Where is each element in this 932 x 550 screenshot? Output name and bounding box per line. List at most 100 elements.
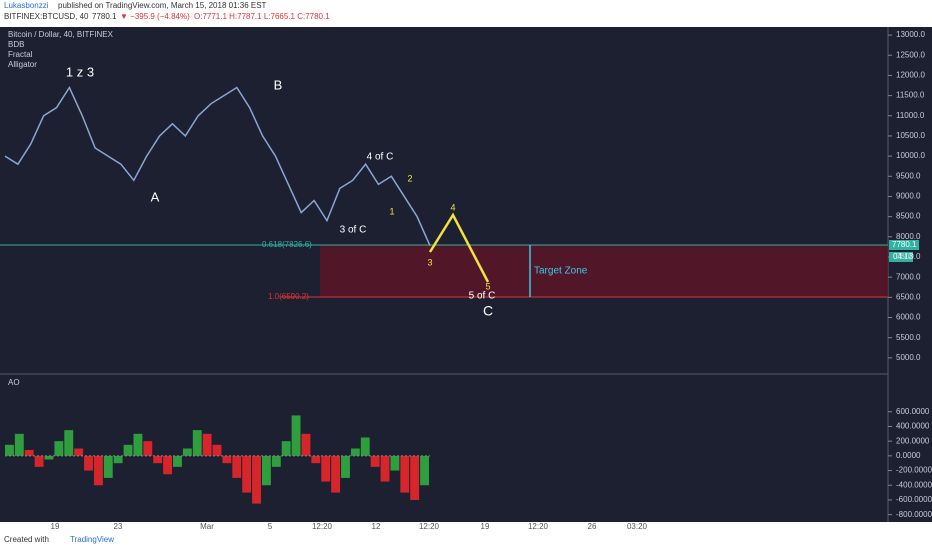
ao-bar (360, 437, 370, 456)
ao-bar (34, 455, 44, 467)
ohlc: O:7771.1 H:7787.1 L:7665.1 C:7780.1 (194, 12, 330, 21)
ao-bar (271, 455, 281, 467)
y-tick-label: -800.0000 (896, 510, 932, 519)
y-tick-label: 8000.0 (896, 232, 921, 241)
ao-bar (113, 455, 123, 464)
price-line (4, 85, 431, 246)
ao-bar (212, 444, 222, 456)
ao-bar (24, 449, 34, 456)
ao-bar (182, 448, 192, 456)
ao-bar (301, 433, 311, 456)
price-tag-label: 7780.1 (892, 240, 917, 249)
fib-upper: 0.618(7826.6) (262, 240, 312, 249)
ao-bar (54, 441, 64, 456)
symbol: BITFINEX:BTCUSD, 40 (4, 12, 89, 21)
ao-bar (311, 455, 321, 464)
ao-bar (321, 455, 331, 482)
ao-bar (143, 441, 153, 456)
ao-bar (14, 433, 24, 456)
y-tick-label: 7500.0 (896, 252, 921, 261)
published: published on TradingView.com, March 15, … (58, 1, 267, 10)
y-tick-label: 12500.0 (896, 50, 925, 59)
y-tick-label: 600.0000 (896, 407, 930, 416)
y-tick-label: 10000.0 (896, 151, 925, 160)
annotation: 1 (389, 206, 394, 216)
y-tick-label: 5000.0 (896, 353, 921, 362)
ao-bar (123, 444, 133, 456)
annotation: A (151, 189, 160, 204)
y-tick-label: 10500.0 (896, 131, 925, 140)
legend-item: Alligator (8, 60, 37, 69)
ao-bar (350, 448, 360, 456)
annotation: B (274, 77, 283, 92)
y-tick-label: 6500.0 (896, 292, 921, 301)
ao-bar (331, 455, 341, 493)
ao-bar (390, 455, 400, 471)
x-tick-label: 03:20 (627, 522, 648, 531)
ao-bar (84, 455, 93, 471)
x-tick-label: 12:20 (528, 522, 549, 531)
y-tick-label: 9000.0 (896, 192, 921, 201)
ao-bar (420, 455, 429, 486)
change: ▼ −395.9 (−4.84%) (120, 12, 190, 21)
author[interactable]: Lukasbonzzi (4, 1, 49, 10)
x-tick-label: 19 (51, 522, 60, 531)
x-tick-label: 12 (372, 522, 381, 531)
countdown-tag (889, 252, 913, 262)
legend-item: Fractal (8, 50, 33, 59)
y-tick-label: 0.0000 (896, 451, 921, 460)
ao-bar (400, 455, 410, 493)
ao-bar (242, 455, 252, 493)
annotation: 3 of C (340, 225, 367, 236)
y-tick-label: 12000.0 (896, 71, 925, 80)
y-tick-label: 8500.0 (896, 212, 921, 221)
y-tick-label: 11000.0 (896, 111, 925, 120)
x-tick-label: 12:20 (419, 522, 440, 531)
ao-title: AO (8, 378, 20, 387)
created: Created with (4, 535, 49, 544)
y-tick-label: 400.0000 (896, 422, 930, 431)
ao-bar (192, 430, 202, 456)
annotation: 2 (407, 173, 412, 183)
ao-bar (133, 433, 143, 456)
ao-bar (103, 455, 113, 478)
ao-bar (74, 448, 84, 456)
y-tick-label: -400.0000 (896, 480, 932, 489)
y-tick-label: 5500.0 (896, 333, 921, 342)
ao-bar (222, 455, 232, 464)
annotation: C (483, 303, 493, 319)
last: 7780.1 (92, 12, 117, 21)
y-tick-label: 7000.0 (896, 272, 921, 281)
annotation: 5 (485, 281, 490, 291)
brand[interactable]: TradingView (70, 535, 114, 544)
ao-bar (173, 455, 182, 467)
ao-bar (202, 433, 212, 456)
fib-lower: 1.0(6590.2) (268, 292, 309, 301)
ao-bar (153, 455, 163, 464)
x-tick-label: 12:20 (312, 522, 333, 531)
ao-bar (64, 430, 74, 456)
price-tag (889, 240, 919, 250)
y-tick-label: 200.0000 (896, 436, 930, 445)
legend-item: Bitcoin / Dollar, 40, BITFINEX (8, 30, 114, 39)
y-tick-label: 11500.0 (896, 91, 925, 100)
x-tick-label: 23 (114, 522, 123, 531)
y-tick-label: 6000.0 (896, 313, 921, 322)
x-tick-label: 19 (481, 522, 490, 531)
projection (428, 212, 490, 283)
ao-bar (281, 441, 291, 456)
ao-bar (341, 455, 350, 478)
ao-bar (252, 455, 261, 504)
legend-item: BDB (8, 40, 24, 49)
y-tick-label: 9500.0 (896, 171, 921, 180)
countdown: 04:13 (893, 252, 914, 261)
x-tick-label: 26 (588, 522, 597, 531)
annotation: 4 (450, 202, 455, 212)
annotation: 1 z 3 (66, 64, 94, 79)
ao-bar (93, 455, 103, 486)
ao-bar (44, 455, 54, 460)
y-tick-label: -200.0000 (896, 466, 932, 475)
ao-bar (380, 455, 390, 482)
annotation: 5 of C (469, 291, 496, 302)
